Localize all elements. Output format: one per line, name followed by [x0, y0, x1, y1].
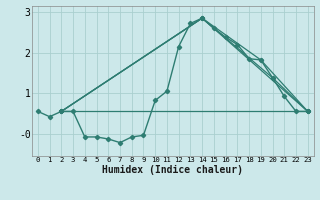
X-axis label: Humidex (Indice chaleur): Humidex (Indice chaleur) [102, 165, 243, 175]
